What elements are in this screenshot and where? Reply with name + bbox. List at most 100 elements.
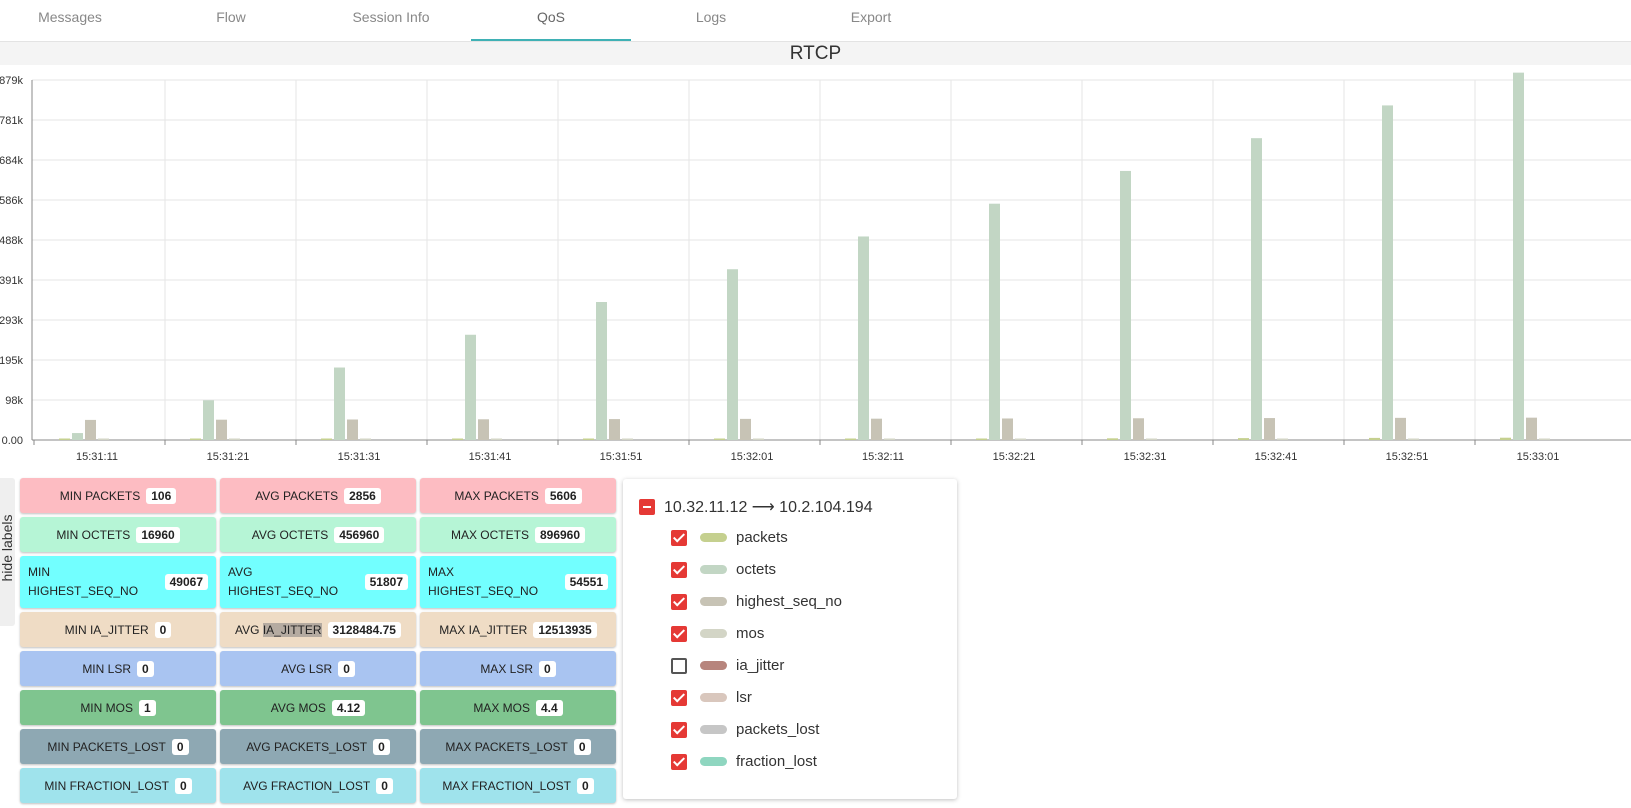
stat-value: 106 xyxy=(146,487,177,504)
tab-bar: Messages Flow Session Info QoS Logs Expo… xyxy=(0,0,1631,42)
legend-item-lsr[interactable]: lsr xyxy=(671,689,752,706)
bar-packets xyxy=(452,438,463,440)
bar-packets xyxy=(1500,437,1511,440)
y-tick-label: 879k xyxy=(0,75,23,87)
y-tick-label: 684k xyxy=(0,155,23,167)
stat-label: MAX MOS xyxy=(473,700,530,715)
checkbox-unchecked-icon[interactable] xyxy=(671,657,687,674)
legend-item-label: fraction_lost xyxy=(736,753,817,770)
stats-row-mos: MIN MOS 1 AVG MOS 4.12 MAX MOS 4.4 xyxy=(20,690,618,725)
stat-max-ia-jitter: MAX IA_JITTER 12513935 xyxy=(420,612,616,647)
stat-value: 0 xyxy=(373,738,390,755)
stat-label-line: AVG xyxy=(228,565,253,579)
bar-packets xyxy=(583,438,594,440)
stat-label: MAX IA_JITTER xyxy=(439,622,528,637)
bar-packets xyxy=(1107,438,1118,440)
stats-grid: MIN PACKETS 106 AVG PACKETS 2856 MAX PACKE… xyxy=(20,478,618,807)
stat-label: MAX HIGHEST_SEQ_NO xyxy=(428,563,538,601)
stat-label-line: HIGHEST_SEQ_NO xyxy=(428,584,539,598)
y-tick-label: 98k xyxy=(5,395,23,407)
stat-min-ia-jitter: MIN IA_JITTER 0 xyxy=(20,612,216,647)
bar-highest-seq-no xyxy=(478,419,489,440)
stat-min-fraction-lost: MIN FRACTION_LOST 0 xyxy=(20,768,216,803)
bar-octets xyxy=(203,400,214,440)
x-tick-label: 15:31:21 xyxy=(207,451,250,463)
stat-avg-lsr: AVG LSR 0 xyxy=(220,651,416,686)
stat-min-packets: MIN PACKETS 106 xyxy=(20,478,216,513)
bar-octets xyxy=(334,367,345,440)
x-tick-label: 15:31:11 xyxy=(76,451,118,463)
stat-value: 0 xyxy=(154,621,172,638)
legend-item-packets[interactable]: packets xyxy=(671,529,788,546)
stream-label: 10.32.11.12 ⟶ 10.2.104.194 xyxy=(664,499,873,516)
tab-qos[interactable]: QoS xyxy=(471,0,631,41)
collapse-stream-icon[interactable] xyxy=(639,499,655,515)
stat-value: 12513935 xyxy=(533,621,597,638)
legend-item-fraction-lost[interactable]: fraction_lost xyxy=(671,753,817,770)
stat-label: AVG xyxy=(235,622,263,637)
checkbox-checked-icon[interactable] xyxy=(671,529,687,546)
stats-row-highest-seq-no: MIN HIGHEST_SEQ_NO 49067 AVG HIGHEST_SEQ_N… xyxy=(20,556,618,608)
checkbox-checked-icon[interactable] xyxy=(671,593,687,610)
tab-session-info[interactable]: Session Info xyxy=(352,9,430,25)
stat-label: MIN OCTETS xyxy=(56,527,131,542)
series-color-swatch xyxy=(700,757,727,766)
legend-item-octets[interactable]: octets xyxy=(671,561,776,578)
stat-value: 0 xyxy=(577,777,594,794)
tab-export[interactable]: Export xyxy=(850,9,892,25)
x-tick-label: 15:31:41 xyxy=(469,451,512,463)
tab-logs[interactable]: Logs xyxy=(695,9,727,25)
hide-labels-toggle[interactable]: hide labels xyxy=(0,478,15,626)
stat-avg-packets: AVG PACKETS 2856 xyxy=(220,478,416,513)
checkbox-checked-icon[interactable] xyxy=(671,753,687,770)
legend-item-highest-seq-no[interactable]: highest_seq_no xyxy=(671,593,842,610)
bar-octets xyxy=(989,203,1000,440)
stat-max-octets: MAX OCTETS 896960 xyxy=(420,517,616,552)
bar-highest-seq-no xyxy=(1526,417,1537,440)
y-tick-label: 195k xyxy=(0,355,23,367)
bar-octets xyxy=(1251,138,1262,440)
stat-label: AVG LSR xyxy=(281,661,333,676)
bar-highest-seq-no xyxy=(1395,417,1406,440)
y-tick-label: 781k xyxy=(0,115,23,127)
hide-labels-text: hide labels xyxy=(0,514,15,582)
bar-mos xyxy=(360,438,371,440)
legend-item-label: mos xyxy=(736,625,765,642)
series-color-swatch xyxy=(700,661,727,670)
bar-highest-seq-no xyxy=(347,419,358,440)
tab-messages[interactable]: Messages xyxy=(38,9,102,25)
bar-octets xyxy=(596,301,607,440)
stat-value: 5606 xyxy=(544,487,582,504)
bar-highest-seq-no xyxy=(85,419,96,440)
bar-packets xyxy=(714,438,725,440)
stat-value: 16960 xyxy=(136,526,180,543)
bar-packets xyxy=(845,438,856,440)
x-tick-label: 15:32:31 xyxy=(1124,451,1167,463)
stat-max-highest-seq-no: MAX HIGHEST_SEQ_NO 54551 xyxy=(420,556,616,608)
legend-item-mos[interactable]: mos xyxy=(671,625,764,642)
stat-max-lsr: MAX LSR 0 xyxy=(420,651,616,686)
legend-item-ia-jitter[interactable]: ia_jitter xyxy=(671,657,784,674)
legend-item-label: octets xyxy=(736,561,777,578)
checkbox-checked-icon[interactable] xyxy=(671,721,687,738)
stat-avg-fraction-lost: AVG FRACTION_LOST 0 xyxy=(220,768,416,803)
series-color-swatch xyxy=(700,629,727,638)
stat-min-octets: MIN OCTETS 16960 xyxy=(20,517,216,552)
bar-packets xyxy=(1369,437,1380,440)
checkbox-checked-icon[interactable] xyxy=(671,689,687,706)
stat-value: 2856 xyxy=(344,487,381,504)
checkbox-checked-icon[interactable] xyxy=(671,625,687,642)
bar-mos xyxy=(753,438,764,440)
legend-item-label: lsr xyxy=(736,689,752,706)
checkbox-checked-icon[interactable] xyxy=(671,561,687,578)
stat-min-lsr: MIN LSR 0 xyxy=(20,651,216,686)
bar-packets xyxy=(59,438,70,440)
stat-label: MAX OCTETS xyxy=(450,527,529,542)
tab-flow[interactable]: Flow xyxy=(216,9,246,25)
stat-label: AVG PACKETS_LOST xyxy=(246,739,368,754)
legend-item-packets-lost[interactable]: packets_lost xyxy=(671,721,819,738)
stat-value: 0 xyxy=(539,660,556,677)
bar-packets xyxy=(321,438,332,440)
x-tick-label: 15:32:11 xyxy=(862,451,904,463)
stat-label: MAX PACKETS_LOST xyxy=(445,739,568,754)
